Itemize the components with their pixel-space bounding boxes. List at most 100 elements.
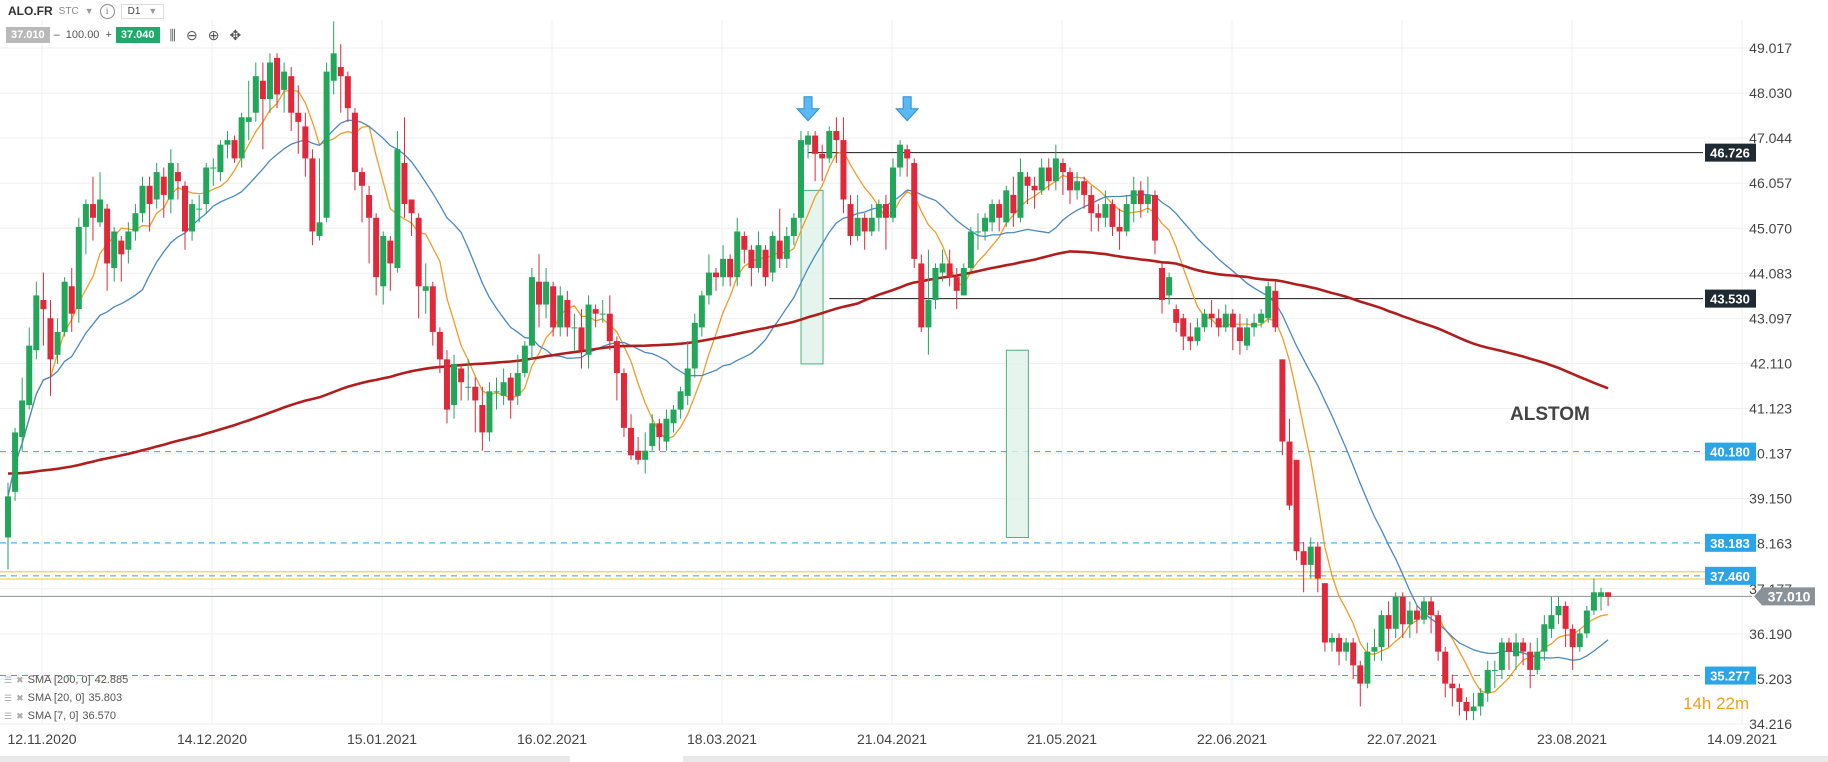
volume-value[interactable]: 100.00 [65, 29, 100, 41]
candle [1052, 144, 1059, 191]
candle-body [620, 373, 627, 428]
candle-body [918, 263, 925, 328]
candle-body [1328, 637, 1335, 643]
buy-price-button[interactable]: 37.040 [115, 27, 160, 43]
candle-body [1003, 190, 1010, 223]
candle [89, 176, 96, 241]
candle-body [670, 409, 677, 424]
candle-body [1102, 204, 1109, 218]
candle [1059, 158, 1066, 195]
sma-20-line [7, 119, 1609, 661]
chevron-down-icon: ▼ [148, 6, 158, 16]
candle [875, 199, 882, 232]
price-level-tag [1705, 143, 1756, 162]
candle-body [54, 331, 61, 355]
candle [33, 281, 40, 360]
candle-body [1159, 268, 1166, 300]
candle-body [1449, 683, 1456, 689]
candle [1527, 642, 1534, 689]
candle [1350, 637, 1357, 680]
candle-body [684, 368, 691, 396]
highlight-boxes [800, 189, 1029, 538]
zoom-in-icon[interactable]: ⊕ [207, 26, 220, 43]
candle [755, 231, 762, 273]
candle [585, 295, 592, 369]
close-icon[interactable]: ✖ [16, 674, 24, 685]
candle [741, 231, 748, 264]
candle-body [5, 496, 11, 538]
candle [663, 409, 670, 451]
candle [1208, 299, 1215, 328]
candle [833, 117, 840, 163]
indicator-legend-sma200[interactable]: ☰ ✖ SMA [200, 0] 42.885 [4, 674, 128, 686]
indicator-legend-sma7[interactable]: ☰ ✖ SMA [7, 0] 36.570 [4, 710, 116, 722]
candle-type-icon[interactable]: ⫼ [169, 26, 176, 43]
candle [182, 181, 188, 250]
candle [1279, 359, 1286, 456]
candle-body [1605, 592, 1612, 597]
close-icon[interactable]: ✖ [16, 710, 24, 721]
price-level-tag [1705, 566, 1756, 585]
plus-icon[interactable]: + [105, 29, 112, 41]
settings-icon[interactable]: ☰ [4, 710, 13, 721]
candle-body [1279, 359, 1286, 442]
settings-icon[interactable]: ☰ [4, 692, 13, 703]
candle [373, 213, 380, 296]
close-icon[interactable]: ✖ [16, 692, 24, 703]
candle [656, 418, 663, 451]
candle [967, 226, 974, 273]
candle [118, 236, 125, 282]
candle [224, 130, 231, 159]
candle [1215, 309, 1222, 337]
current-price-value: 37.010 [1768, 588, 1811, 604]
y-tick-label: 48.030 [1749, 85, 1792, 101]
candle [769, 231, 776, 282]
volume-stepper[interactable]: – 100.00 + [54, 29, 112, 41]
candle [160, 167, 167, 218]
zoom-out-icon[interactable]: ⊖ [185, 26, 198, 43]
settings-icon[interactable]: ☰ [4, 674, 13, 685]
candle [790, 213, 797, 246]
candle [1251, 313, 1258, 337]
minus-icon[interactable]: – [53, 29, 60, 41]
y-axis: 49.017 48.030 47.044 46.057 45.070 44.083 43.0… [1749, 40, 1792, 732]
candle-body [1052, 158, 1059, 182]
indicator-legend-sma20[interactable]: ☰ ✖ SMA [20, 0] 35.803 [4, 692, 122, 704]
candle [1371, 628, 1378, 661]
scrollbar-left[interactable] [0, 756, 570, 762]
candle [153, 162, 160, 209]
price-level-tag [1705, 289, 1756, 308]
sell-price-button[interactable]: 37.010 [6, 27, 50, 43]
scrollbar-right[interactable] [683, 756, 1828, 762]
symbol-label[interactable]: ALO.FR [8, 4, 53, 18]
candle-body [585, 304, 592, 355]
candle [465, 359, 472, 401]
candle [1116, 208, 1123, 250]
candle [359, 167, 365, 223]
candle-body [40, 299, 47, 310]
crosshair-icon[interactable]: ✥ [229, 26, 242, 43]
timeframe-select[interactable]: D1 ▼ [120, 3, 165, 19]
candle [635, 436, 642, 465]
candle-body [1569, 628, 1576, 648]
highlight-box [800, 189, 824, 365]
candle [1088, 185, 1095, 232]
info-icon[interactable]: i [99, 3, 115, 19]
candle-body [1045, 167, 1052, 182]
arrow-down-icon [895, 96, 920, 122]
candle-body [932, 268, 939, 300]
candle [1123, 194, 1130, 237]
candle [684, 341, 691, 406]
x-tick-label: 14.12.2020 [177, 731, 247, 747]
candle-body [953, 277, 960, 291]
chevron-down-icon[interactable]: ▼ [84, 6, 94, 16]
candle [882, 194, 889, 250]
candle [1300, 542, 1307, 593]
candle-body [68, 286, 75, 314]
indicator-value: 42.885 [94, 674, 129, 686]
candle-body [1017, 172, 1024, 218]
price-level-value: 43.530 [1710, 292, 1750, 307]
candle-body [238, 117, 245, 159]
candle-body [1300, 551, 1307, 565]
